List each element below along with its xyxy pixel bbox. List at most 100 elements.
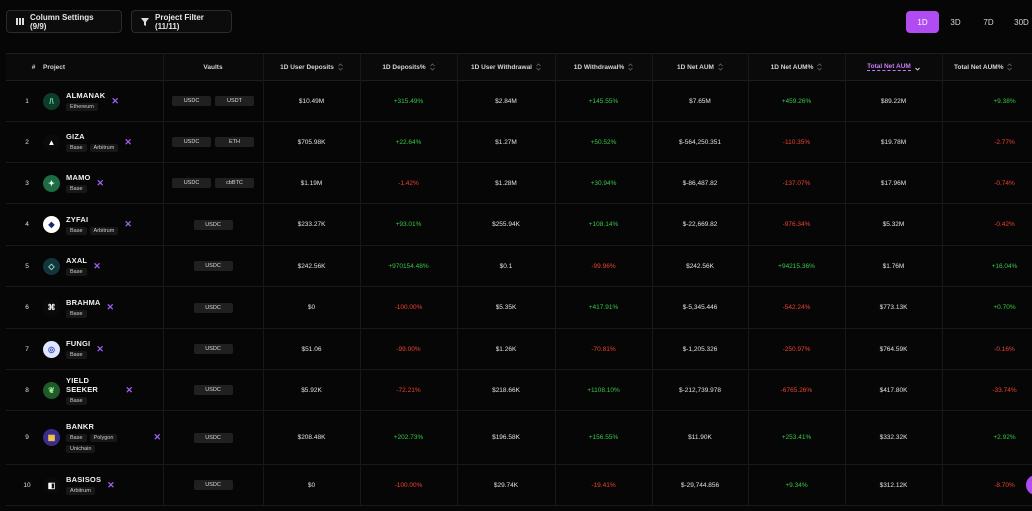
x-social-icon[interactable]: ✕ <box>96 343 104 354</box>
vaults-cell: USDC <box>163 411 263 464</box>
sort-icon <box>338 63 343 71</box>
header-deposits-pct[interactable]: 1D Deposits% <box>360 54 457 80</box>
vault-tag[interactable]: USDC <box>193 480 233 490</box>
column-divider <box>263 54 264 506</box>
project-filter-button[interactable]: Project Filter (11/11) <box>131 10 232 33</box>
vaults-cell: USDC <box>163 329 263 369</box>
x-social-icon[interactable]: ✕ <box>107 479 115 490</box>
vault-tag[interactable]: ETH <box>215 137 254 147</box>
chain-tag: Base <box>66 268 87 276</box>
x-social-icon[interactable]: ✕ <box>153 432 161 442</box>
vault-tag[interactable]: USDC <box>193 261 233 271</box>
table-row[interactable]: 3 ✦ MAMO Base ✕ USDC cbBTC $1.19M -1.42% $1.… <box>6 163 1032 204</box>
x-social-icon[interactable]: ✕ <box>124 219 132 229</box>
vault-tag[interactable]: USDC <box>193 302 233 313</box>
column-divider <box>942 54 943 506</box>
user-deposits-cell: $0 <box>307 304 316 311</box>
period-30d-button[interactable]: 30D <box>1014 17 1029 27</box>
rank-cell: 9 <box>25 434 29 441</box>
x-social-icon[interactable]: ✕ <box>96 177 105 188</box>
user-withdrawal-cell: $196.58K <box>492 434 520 441</box>
x-social-icon[interactable]: ✕ <box>124 136 132 147</box>
net-aum-cell: $-1,205.326 <box>682 345 718 353</box>
header-total-net-aum-pct[interactable]: Total Net AUM% <box>942 54 1032 80</box>
deposits-pct-cell: +22.64% <box>395 138 422 146</box>
column-divider <box>845 54 846 506</box>
project-name: FUNGI <box>66 339 91 348</box>
chain-list: Base <box>66 268 87 276</box>
project-cell[interactable]: ▲ GIZA Base Arbitrum ✕ <box>43 122 161 162</box>
project-info: ALMANAK Ethereum <box>66 91 105 111</box>
total-net-aum-pct-cell: +9.38% <box>993 97 1016 105</box>
project-filter-label: Project Filter (11/11) <box>155 12 204 31</box>
project-cell[interactable]: ⌘ BRAHMA Base ✕ <box>43 287 133 328</box>
table-row[interactable]: 10 ◧ BASISOS Arbitrum ✕ USDC $0 -100.00% $2… <box>6 465 1032 506</box>
header-total-net-aum[interactable]: Total Net AUM <box>845 54 942 80</box>
period-3d-button[interactable]: 3D <box>950 17 961 27</box>
project-cell[interactable]: ✦ MAMO Base ✕ <box>43 163 133 203</box>
table-row[interactable]: 8 ❦ YIELD SEEKER Base ✕ USDC $5.92K -72.21… <box>6 370 1032 411</box>
chat-button[interactable] <box>1026 475 1032 495</box>
net-aum-cell: $11.90K <box>688 434 712 441</box>
user-deposits-cell: $0 <box>307 481 316 489</box>
header-user-deposits[interactable]: 1D User Deposits <box>263 54 360 80</box>
project-logo: ◇ <box>43 257 60 275</box>
project-name: GIZA <box>66 132 85 141</box>
vault-tag[interactable]: USDT <box>215 96 254 106</box>
x-social-icon[interactable]: ✕ <box>106 302 115 312</box>
chain-tag: Base <box>66 396 87 405</box>
project-cell[interactable]: /\ ALMANAK Ethereum ✕ <box>43 81 133 121</box>
net-aum-cell: $-22,669.82 <box>682 221 718 228</box>
vault-tag[interactable]: USDC <box>193 219 233 230</box>
user-withdrawal-cell: $1.27M <box>495 138 517 146</box>
vaults-cell: USDC <box>163 204 263 245</box>
x-social-icon[interactable]: ✕ <box>93 260 101 271</box>
table-row[interactable]: 2 ▲ GIZA Base Arbitrum ✕ USDC ETH $705.98K +… <box>6 122 1032 163</box>
vault-tag[interactable]: USDC <box>172 96 211 106</box>
total-net-aum-pct-cell: -33.74% <box>992 386 1017 394</box>
project-cell[interactable]: ◆ ZYFAI Base Arbitrum ✕ <box>43 204 161 245</box>
period-1d-button[interactable]: 1D <box>906 11 939 33</box>
table-row[interactable]: 6 ⌘ BRAHMA Base ✕ USDC $0 -100.00% $5.35K +4… <box>6 287 1032 329</box>
table-row[interactable]: 1 /\ ALMANAK Ethereum ✕ USDC USDT $10.49M +… <box>6 81 1032 122</box>
vault-tag[interactable]: USDC <box>193 344 233 354</box>
vault-tag[interactable]: USDC <box>172 137 211 147</box>
table-row[interactable]: 7 ◎ FUNGI Base ✕ USDC $51.06 -99.00% $1.26K… <box>6 329 1032 370</box>
x-social-icon[interactable]: ✕ <box>125 384 133 395</box>
column-settings-button[interactable]: Column Settings (9/9) <box>6 10 122 33</box>
project-cell[interactable]: ▦ BANKR Base Polygon Unichain ✕ <box>43 411 161 464</box>
chain-list: Base Polygon Unichain <box>66 434 147 453</box>
vault-tag[interactable]: USDC <box>193 432 233 443</box>
user-withdrawal-cell: $255.94K <box>492 221 520 228</box>
withdrawal-pct-cell: -99.96% <box>591 262 616 270</box>
total-net-aum-pct-cell: +2.92% <box>993 434 1016 441</box>
total-net-aum-cell: $17.96M <box>880 179 907 187</box>
period-7d-button[interactable]: 7D <box>983 17 994 27</box>
rank-cell: 7 <box>25 345 29 353</box>
table-row[interactable]: 4 ◆ ZYFAI Base Arbitrum ✕ USDC $233.27K +93… <box>6 204 1032 246</box>
total-net-aum-cell: $773.13K <box>879 304 908 311</box>
chain-tag: Arbitrum <box>89 144 119 152</box>
header-net-aum-pct[interactable]: 1D Net AUM% <box>748 54 845 80</box>
header-withdrawal-pct[interactable]: 1D Withdrawal% <box>555 54 652 80</box>
vault-tag[interactable]: cbBTC <box>215 178 254 188</box>
project-logo: ⌘ <box>43 299 60 316</box>
header-net-aum[interactable]: 1D Net AUM <box>652 54 748 80</box>
header-user-withdrawal[interactable]: 1D User Withdrawal <box>457 54 555 80</box>
project-cell[interactable]: ❦ YIELD SEEKER Base ✕ <box>43 370 133 410</box>
project-name: ALMANAK <box>66 91 106 100</box>
vault-tag[interactable]: USDC <box>172 178 211 188</box>
project-cell[interactable]: ◇ AXAL Base ✕ <box>43 246 133 286</box>
project-cell[interactable]: ◧ BASISOS Arbitrum ✕ <box>43 465 133 505</box>
vault-tag[interactable]: USDC <box>193 385 233 395</box>
header-project: Project <box>43 63 66 71</box>
total-net-aum-cell: $312.12K <box>879 481 908 489</box>
total-net-aum-pct-cell: +16.04% <box>991 262 1018 270</box>
project-cell[interactable]: ◎ FUNGI Base ✕ <box>43 329 133 369</box>
user-withdrawal-cell: $0.1 <box>499 262 513 270</box>
x-social-icon[interactable]: ✕ <box>111 95 119 106</box>
chain-list: Base <box>66 351 90 359</box>
table-row[interactable]: 9 ▦ BANKR Base Polygon Unichain ✕ USDC $208… <box>6 411 1032 465</box>
table-row[interactable]: 5 ◇ AXAL Base ✕ USDC $242.56K +970154.48% $… <box>6 246 1032 287</box>
rank-cell: 4 <box>25 221 29 228</box>
